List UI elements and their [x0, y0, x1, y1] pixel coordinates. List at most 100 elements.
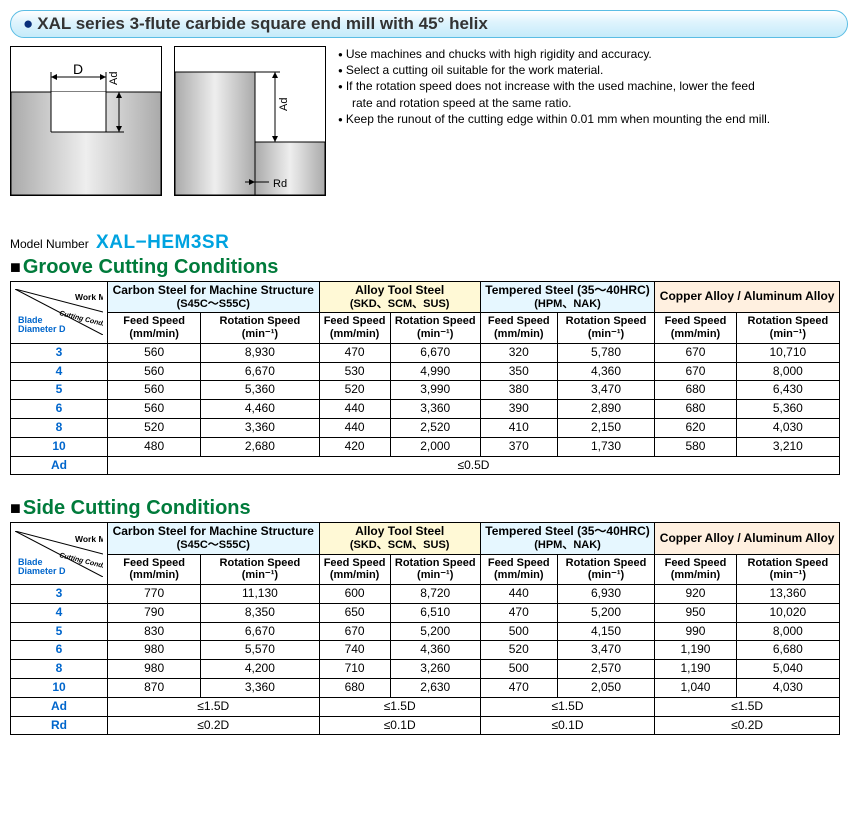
feed-cell: 920	[655, 585, 736, 604]
rot-cell: 3,360	[201, 679, 319, 698]
feed-cell: 390	[480, 400, 557, 419]
rot-cell: 8,000	[736, 622, 839, 641]
feed-cell: 1,040	[655, 679, 736, 698]
rot-cell: 6,680	[736, 641, 839, 660]
feed-cell: 740	[319, 641, 390, 660]
rot-cell: 8,930	[201, 343, 319, 362]
rot-cell: 5,040	[736, 660, 839, 679]
notes: Use machines and chucks with high rigidi…	[338, 46, 848, 196]
feed-cell: 1,190	[655, 660, 736, 679]
note-line: If the rotation speed does not increase …	[338, 78, 848, 94]
side-ad-row: Ad ≤1.5D ≤1.5D ≤1.5D ≤1.5D	[11, 697, 840, 716]
diameter-cell: 10	[11, 437, 108, 456]
feed-cell: 470	[480, 679, 557, 698]
diameter-cell: 5	[11, 622, 108, 641]
feed-cell: 680	[319, 679, 390, 698]
feed-cell: 530	[319, 362, 390, 381]
diameter-cell: 3	[11, 343, 108, 362]
table-row: 89804,2007103,2605002,5701,1905,040	[11, 660, 840, 679]
rot-cell: 4,990	[390, 362, 480, 381]
feed-cell: 1,190	[655, 641, 736, 660]
feed-cell: 320	[480, 343, 557, 362]
note-line: Keep the runout of the cutting edge with…	[338, 111, 848, 127]
rot-cell: 2,630	[390, 679, 480, 698]
rot-cell: 3,260	[390, 660, 480, 679]
feed-cell: 600	[319, 585, 390, 604]
feed-cell: 680	[655, 400, 736, 419]
feed-cell: 520	[319, 381, 390, 400]
rot-cell: 4,460	[201, 400, 319, 419]
table-row: 85203,3604402,5204102,1506204,030	[11, 418, 840, 437]
rot-cell: 11,130	[201, 585, 319, 604]
rot-cell: 13,360	[736, 585, 839, 604]
side-title: Side Cutting Conditions	[10, 497, 848, 520]
table-row: 69805,5707404,3605203,4701,1906,680	[11, 641, 840, 660]
rot-cell: 5,780	[557, 343, 655, 362]
feed-cell: 560	[108, 381, 201, 400]
rot-cell: 2,000	[390, 437, 480, 456]
feed-cell: 520	[108, 418, 201, 437]
rot-cell: 4,030	[736, 679, 839, 698]
feed-cell: 500	[480, 622, 557, 641]
table-row: 58306,6706705,2005004,1509908,000	[11, 622, 840, 641]
feed-cell: 830	[108, 622, 201, 641]
diameter-cell: 6	[11, 400, 108, 419]
rot-cell: 2,150	[557, 418, 655, 437]
rot-cell: 10,710	[736, 343, 839, 362]
table-row: 47908,3506506,5104705,20095010,020	[11, 603, 840, 622]
rot-cell: 4,360	[557, 362, 655, 381]
diagram-2: Ad Rd	[174, 46, 326, 196]
feed-cell: 560	[108, 400, 201, 419]
feed-cell: 990	[655, 622, 736, 641]
feed-cell: 560	[108, 362, 201, 381]
svg-text:Diameter D: Diameter D	[18, 324, 66, 334]
svg-text:Work Material: Work Material	[75, 534, 103, 544]
feed-cell: 410	[480, 418, 557, 437]
diameter-cell: 10	[11, 679, 108, 698]
feed-cell: 870	[108, 679, 201, 698]
rot-cell: 4,030	[736, 418, 839, 437]
side-table: Work Material Cutting Conditions Blade D…	[10, 522, 840, 735]
feed-cell: 420	[319, 437, 390, 456]
table-row: 35608,9304706,6703205,78067010,710	[11, 343, 840, 362]
rot-cell: 8,720	[390, 585, 480, 604]
feed-cell: 580	[655, 437, 736, 456]
rot-cell: 2,680	[201, 437, 319, 456]
diameter-cell: 4	[11, 362, 108, 381]
rot-cell: 6,930	[557, 585, 655, 604]
top-row: D Ad Ad	[10, 46, 848, 196]
table-row: 55605,3605203,9903803,4706806,430	[11, 381, 840, 400]
feed-cell: 770	[108, 585, 201, 604]
diameter-cell: 6	[11, 641, 108, 660]
table-row: 104802,6804202,0003701,7305803,210	[11, 437, 840, 456]
svg-text:Ad: Ad	[278, 98, 290, 111]
rot-cell: 5,200	[390, 622, 480, 641]
diameter-cell: 3	[11, 585, 108, 604]
feed-cell: 790	[108, 603, 201, 622]
mat4-header: Copper Alloy / Aluminum Alloy	[655, 282, 840, 313]
model-number: XAL−HEM3SR	[96, 232, 229, 253]
rot-cell: 6,430	[736, 381, 839, 400]
diameter-cell: 4	[11, 603, 108, 622]
note-line: Use machines and chucks with high rigidi…	[338, 46, 848, 62]
svg-text:Ad: Ad	[108, 72, 120, 85]
rot-cell: 4,360	[390, 641, 480, 660]
feed-cell: 950	[655, 603, 736, 622]
model-number-row: Model Number XAL−HEM3SR	[10, 232, 848, 254]
svg-text:Diameter D: Diameter D	[18, 566, 66, 576]
rot-cell: 3,470	[557, 641, 655, 660]
feed-cell: 980	[108, 641, 201, 660]
feed-cell: 980	[108, 660, 201, 679]
mat1-header: Carbon Steel for Machine Structure (S45C…	[108, 282, 320, 313]
rot-cell: 5,570	[201, 641, 319, 660]
rot-cell: 1,730	[557, 437, 655, 456]
svg-text:D: D	[73, 61, 83, 77]
feed-cell: 710	[319, 660, 390, 679]
rot-cell: 5,200	[557, 603, 655, 622]
rot-cell: 6,670	[390, 343, 480, 362]
diameter-cell: 8	[11, 418, 108, 437]
corner-header: Work Material Cutting Conditions Blade D…	[11, 282, 108, 344]
side-rd-row: Rd ≤0.2D ≤0.1D ≤0.1D ≤0.2D	[11, 716, 840, 735]
rot-cell: 2,520	[390, 418, 480, 437]
rot-cell: 3,360	[201, 418, 319, 437]
